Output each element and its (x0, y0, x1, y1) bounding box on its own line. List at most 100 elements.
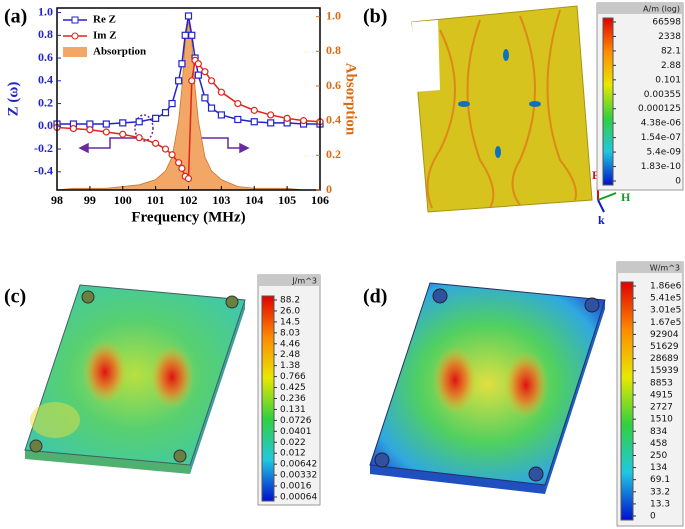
colorbar-label: 5.41e5 (650, 294, 681, 304)
colorbar-label: 4.38e-06 (641, 119, 682, 129)
marker (86, 126, 94, 134)
panel-label: (c) (4, 286, 26, 308)
colorbar-label: 1.67e5 (650, 318, 681, 328)
colorbar-label: 0.012 (280, 449, 306, 459)
marker (217, 111, 225, 119)
colorbar (620, 281, 634, 521)
annotation (78, 114, 250, 154)
axis-label: k (598, 213, 605, 227)
colorbar-label: 2.88 (661, 61, 681, 71)
colorbar-unit: A/m (log) (643, 5, 680, 14)
colorbar-label: 1.86e6 (650, 282, 682, 292)
field-image (24, 284, 246, 474)
y2-tick-label: 0.4 (326, 112, 341, 126)
colorbar-label: 2.48 (280, 350, 300, 360)
colorbar-label: 33.2 (650, 487, 670, 497)
colorbar-label: 8.03 (280, 328, 300, 338)
colorbar-label: 13.3 (650, 499, 670, 509)
marker (194, 60, 202, 68)
marker (69, 124, 78, 133)
y-tick-label: 0.0 (38, 118, 53, 132)
colorbar-label: 0.022 (280, 438, 306, 448)
x-tick-label: 103 (212, 193, 230, 207)
colorbar-label: 250 (650, 451, 667, 461)
y-tick-label: 0.4 (38, 73, 53, 87)
marker (135, 134, 143, 142)
marker (152, 139, 160, 147)
colorbar-label: 0.766 (280, 372, 306, 382)
colorbar-label: 69.1 (650, 475, 670, 485)
marker (168, 99, 176, 108)
marker (181, 31, 189, 39)
axis-label: E (592, 168, 600, 182)
colorbar-label: 92904 (650, 330, 679, 340)
colorbar-label: 0.00355 (644, 90, 681, 100)
marker (119, 130, 127, 138)
y2-tick-label: 1.0 (326, 8, 341, 22)
marker (175, 159, 183, 167)
colorbar-label: 0.0726 (280, 416, 312, 426)
colorbar-label: 0.425 (280, 383, 306, 393)
colorbar-label: 1.38 (280, 361, 300, 371)
y-tick-label: 0.6 (38, 50, 53, 64)
marker (194, 71, 202, 79)
colorbar-label: 0.00642 (280, 460, 317, 470)
colorbar-label: 1.83e-10 (641, 162, 682, 172)
colorbar-label: 1510 (650, 415, 673, 425)
y2-tick-label: 0 (326, 182, 332, 196)
colorbar-header (597, 3, 683, 14)
colorbar-label: 0.236 (280, 394, 306, 404)
x-axis-title: Frequency (MHz) (131, 209, 245, 225)
colorbar-unit: W/m^3 (650, 264, 680, 273)
colorbar-label: 82.1 (661, 46, 681, 56)
legend-swatch (63, 47, 87, 57)
colorbar-label: 134 (650, 463, 667, 473)
marker (250, 106, 258, 114)
colorbar-label: 0 (675, 177, 681, 187)
colorbar-label: 2727 (650, 403, 673, 413)
colorbar-unit: J/m^3 (291, 277, 317, 286)
y2-axis-title: Absorption (343, 63, 359, 136)
y-tick-label: 1.0 (38, 4, 53, 18)
colorbar-label: 3.01e5 (650, 306, 681, 316)
colorbar-label: 2338 (658, 32, 681, 42)
colorbar-label: 66598 (652, 18, 681, 28)
colorbar-label: 834 (650, 427, 667, 437)
colorbar (261, 295, 275, 502)
marker (168, 151, 176, 159)
field-image (411, 5, 593, 213)
y-axis-title: Z (ω) (5, 82, 21, 117)
colorbar-label: 15939 (650, 366, 679, 376)
field-image (369, 282, 606, 494)
colorbar-label: 0.101 (655, 75, 681, 85)
marker (102, 128, 110, 136)
marker (184, 175, 193, 183)
x-tick-label: 106 (311, 193, 329, 207)
legend-marker (71, 32, 79, 40)
colorbar (602, 17, 614, 186)
marker (161, 109, 170, 117)
marker (119, 119, 127, 127)
colorbar-label: 4915 (650, 390, 673, 400)
marker (299, 117, 308, 125)
colorbar-label: 0.00332 (280, 471, 317, 481)
panel-label: (a) (4, 6, 27, 28)
x-tick-label: 105 (278, 193, 296, 207)
marker (201, 94, 209, 102)
marker (188, 31, 196, 39)
marker (267, 111, 275, 119)
colorbar-label: 28689 (650, 354, 679, 364)
colorbar-label: 14.5 (280, 317, 300, 327)
colorbar-header (258, 275, 320, 286)
y2-tick-label: 0.2 (326, 147, 341, 161)
colorbar-label: 0.000125 (638, 104, 681, 114)
y-tick-label: 0.2 (38, 95, 53, 109)
marker (283, 114, 291, 122)
x-tick-label: 104 (245, 193, 263, 207)
marker (201, 68, 209, 76)
y-tick-label: -0.2 (34, 141, 53, 155)
marker (267, 119, 275, 127)
colorbar-label: 0.131 (280, 405, 306, 415)
legend-label: Re Z (93, 14, 116, 26)
